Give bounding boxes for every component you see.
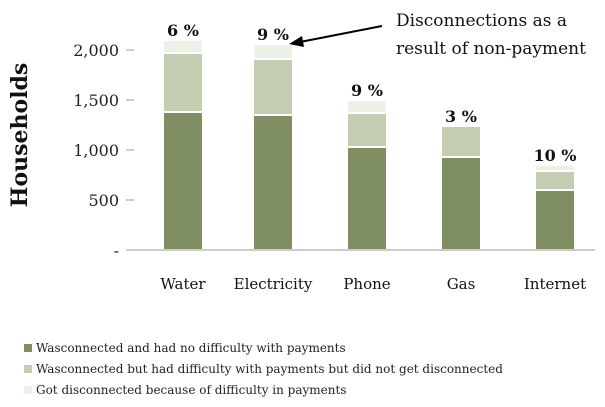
percent-label: 6 % <box>167 21 199 40</box>
x-tick-label: Gas <box>447 275 476 293</box>
annotation-line-2: result of non-payment <box>396 39 586 59</box>
bar-segment-water-1 <box>162 111 204 251</box>
bar-segment-internet-1 <box>534 189 576 251</box>
bar-segment-phone-3 <box>346 99 388 114</box>
bar-segment-gas-2 <box>440 125 482 158</box>
legend-swatch <box>24 385 32 394</box>
legend-label: Wasconnected and had no difficulty with … <box>36 340 346 355</box>
percent-label: 10 % <box>533 146 576 165</box>
y-axis-title: Households <box>7 63 33 208</box>
percent-labels: 6 % 9 % 9 % 3 % 10 % <box>167 21 576 165</box>
x-tick-label: Phone <box>343 275 390 293</box>
bar-segment-gas-1 <box>440 156 482 251</box>
percent-label: 9 % <box>257 25 289 44</box>
bar-segment-water-2 <box>162 52 204 113</box>
bar-segment-electricity-1 <box>252 114 294 251</box>
y-axis-ticks: - 500 1,000 1,500 2,000 <box>73 41 134 260</box>
bar-segment-internet-3 <box>534 164 576 172</box>
percent-label: 3 % <box>445 107 477 126</box>
legend-swatch <box>24 343 32 352</box>
percent-label: 9 % <box>351 81 383 100</box>
bar-segment-phone-2 <box>346 112 388 148</box>
stacked-bar-chart: Households - 500 1,000 1,500 2,000 Water Elec… <box>7 11 595 293</box>
x-tick-label: Water <box>160 275 206 293</box>
legend-swatch <box>24 364 32 373</box>
y-tick-label: 1,500 <box>73 91 119 110</box>
y-tick-label: 1,000 <box>73 141 119 160</box>
y-tick-label: - <box>114 241 119 260</box>
bars-group <box>162 39 576 251</box>
bar-segment-electricity-3 <box>252 43 294 60</box>
x-tick-label: Electricity <box>234 275 313 293</box>
legend-item: Wasconnected and had no difficulty with … <box>24 337 503 358</box>
x-axis-labels: Water Electricity Phone Gas Internet <box>160 275 586 293</box>
y-tick-label: 500 <box>88 191 119 210</box>
bar-segment-phone-1 <box>346 146 388 251</box>
bar-segment-internet-2 <box>534 170 576 191</box>
legend: Wasconnected and had no difficulty with … <box>24 337 503 400</box>
x-tick-label: Internet <box>524 275 586 293</box>
bar-segment-electricity-2 <box>252 58 294 116</box>
annotation-line-1: Disconnections as a <box>396 11 567 31</box>
legend-label: Wasconnected but had difficulty with pay… <box>36 361 503 376</box>
y-tick-label: 2,000 <box>73 41 119 60</box>
legend-item: Wasconnected but had difficulty with pay… <box>24 358 503 379</box>
bar-segment-water-3 <box>162 39 204 54</box>
legend-item: Got disconnected because of difficulty i… <box>24 379 503 400</box>
legend-label: Got disconnected because of difficulty i… <box>36 382 347 397</box>
annotation-arrow <box>289 25 383 47</box>
